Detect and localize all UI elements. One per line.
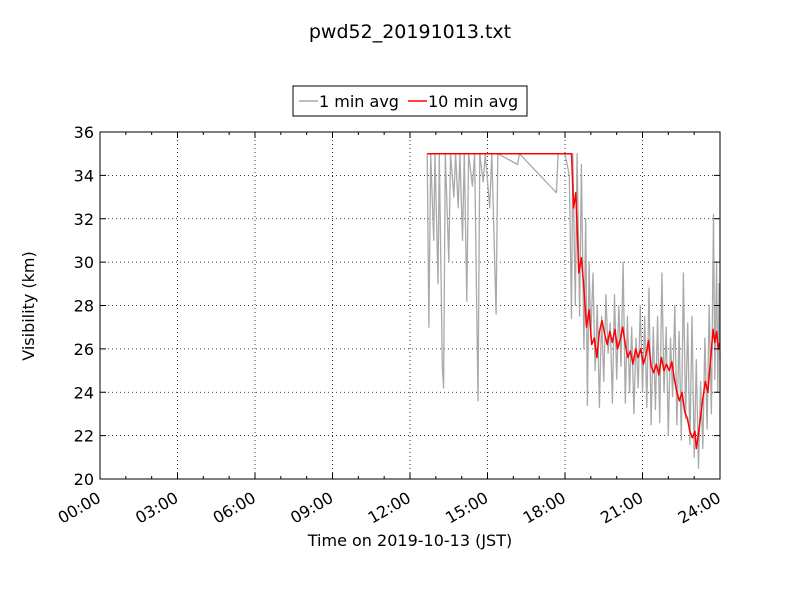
- y-tick-label: 26: [74, 340, 94, 359]
- grid-lines: [100, 132, 720, 479]
- line-10-min-avg: [427, 152, 721, 450]
- y-tick-label: 28: [74, 297, 94, 316]
- y-tick-label: 32: [74, 210, 94, 229]
- legend-label-10min: 10 min avg: [428, 92, 518, 111]
- line-1-min-avg: [426, 153, 721, 469]
- y-tick-label: 36: [74, 123, 94, 142]
- chart-legend: 1 min avg 10 min avg: [292, 85, 528, 117]
- series-10-min-avg: [427, 152, 721, 450]
- axis-ticks: [99, 131, 721, 480]
- y-axis-tick-labels: 20 22 24 26 28 30 32 34 36: [74, 123, 94, 489]
- y-tick-label: 22: [74, 427, 94, 446]
- y-tick-label: 34: [74, 166, 94, 185]
- y-tick-label: 24: [74, 383, 94, 402]
- y-tick-label: 20: [74, 470, 94, 489]
- y-axis-label: Visibility (km): [19, 251, 38, 360]
- legend-label-1min: 1 min avg: [319, 92, 399, 111]
- chart-title: pwd52_20191013.txt: [309, 21, 511, 43]
- series-1-min-avg: [426, 153, 721, 469]
- x-axis-label: Time on 2019-10-13 (JST): [307, 531, 512, 550]
- y-tick-label: 30: [74, 253, 94, 272]
